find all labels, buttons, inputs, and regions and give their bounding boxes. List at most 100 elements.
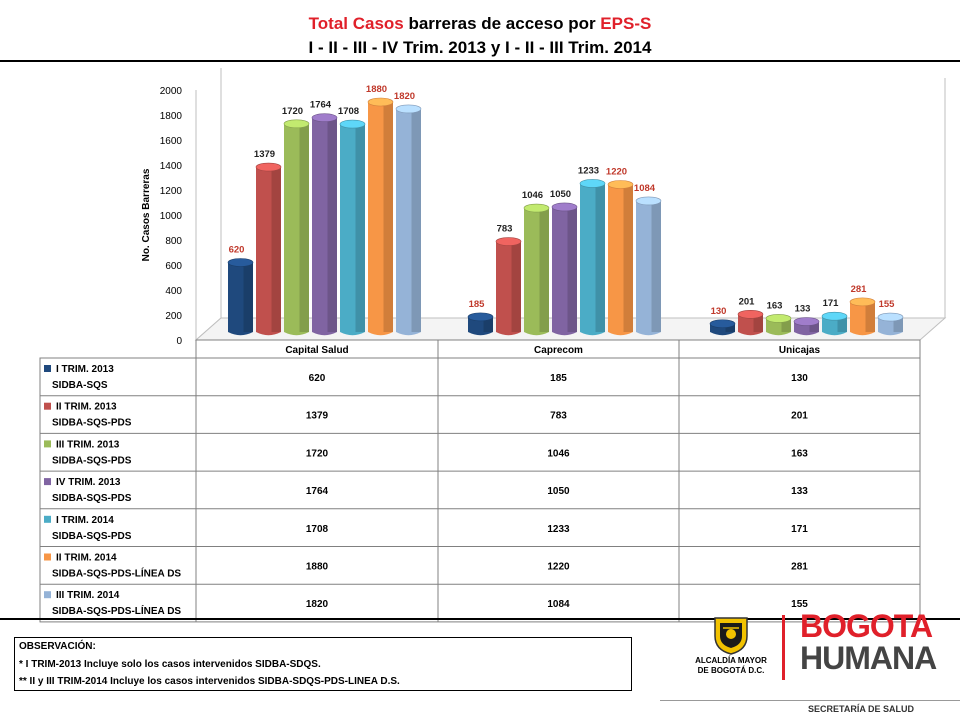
bar-data-label: 1820	[394, 91, 415, 102]
bar-shade	[327, 117, 337, 332]
bar-data-label: 1050	[550, 189, 571, 200]
observation-line-1: * I TRIM-2013 Incluye solo los casos int…	[19, 658, 321, 670]
bar-cap	[311, 113, 338, 122]
bar-shade	[483, 316, 493, 332]
legend-swatch	[44, 478, 51, 486]
bar-cap	[283, 119, 310, 129]
page-subtitle: I - II - III - IV Trim. 2013 y I - II - …	[308, 38, 652, 57]
bar-chart: 0 200 400 600 800 1000 1200 1400 1600 1800 2000 No.…	[39, 68, 947, 623]
legend-swatch	[44, 515, 51, 523]
bar-shade	[355, 124, 365, 332]
table-cell: 1764	[306, 486, 329, 497]
bar-data-label: 1220	[606, 167, 627, 178]
bar-cap	[737, 309, 764, 319]
legend-name: IV TRIM. 2013	[56, 477, 121, 488]
bogota-humana-logo: BOGOTA HUMANA	[800, 610, 940, 674]
bar-cap	[579, 179, 606, 188]
bar-cap	[709, 319, 736, 329]
bar-data-label: 171	[823, 298, 840, 309]
bar-group-1: 185 783 1046 1050 1233 1220 1084	[467, 165, 662, 336]
bar-shade	[809, 321, 819, 332]
bar-shade	[837, 316, 847, 332]
bogota-humana-line-2: HUMANA	[800, 640, 937, 676]
bar-shade	[651, 200, 661, 332]
bar-cap	[793, 317, 820, 326]
bar-shade	[623, 184, 633, 332]
bar-shade	[893, 317, 903, 332]
bogota-humana-line-1: BOGOTA	[800, 608, 933, 644]
bar-shade	[753, 314, 763, 332]
alcaldia-line-2: DE BOGOTÁ D.C.	[697, 666, 765, 675]
legend-subname: SIDBA-SQS-PDS-LÍNEA DS	[52, 567, 181, 580]
legend-name: III TRIM. 2013	[56, 439, 120, 450]
bar-cap	[849, 297, 876, 307]
bar-cap	[339, 119, 366, 129]
legend-subname: SIDBA-SQS-PDS	[52, 455, 132, 466]
table-cell: 133	[791, 486, 808, 497]
y-tick-label: 200	[165, 311, 182, 322]
bar-shade	[299, 123, 309, 332]
y-tick-label: 1200	[160, 186, 183, 197]
legend-subname: SIDBA-SQS	[52, 380, 108, 391]
category-label-0: Capital Salud	[285, 345, 348, 356]
table-cell: 1084	[547, 599, 570, 610]
legend-subname: SIDBA-SQS-PDS	[52, 418, 132, 429]
bar-data-label: 281	[851, 284, 868, 295]
legend-swatch	[44, 440, 51, 448]
y-tick-label: 1000	[160, 211, 183, 222]
legend-name: II TRIM. 2014	[56, 553, 117, 564]
y-tick-label: 0	[176, 336, 182, 347]
table-body	[39, 357, 921, 623]
legend-swatch	[44, 365, 51, 372]
bar-cap	[607, 180, 634, 189]
bar-shade	[595, 183, 605, 332]
bar-shade	[511, 241, 521, 332]
logo-separator	[782, 615, 785, 680]
bottom-divider	[0, 618, 960, 620]
bar-cap	[523, 203, 550, 213]
bar-shade	[411, 108, 421, 333]
legend-name: III TRIM. 2014	[56, 590, 120, 601]
bar-cap	[635, 196, 662, 206]
title-highlight-1: Total Casos	[308, 14, 404, 33]
table-cell: 1050	[547, 486, 570, 497]
table-cell: 1880	[306, 562, 329, 573]
top-divider	[0, 60, 960, 62]
bar-shade	[567, 206, 577, 332]
y-axis-label: No. Casos Barreras	[141, 168, 152, 261]
table-cell: 130	[791, 373, 808, 384]
bar-shade	[781, 318, 791, 332]
bar-shade	[271, 167, 281, 332]
legend-subname: SIDBA-SQS-PDS	[52, 531, 132, 542]
footer-label: SECRETARÍA DE SALUD	[808, 704, 915, 714]
table-cell: 620	[309, 373, 326, 384]
legend-name: I TRIM. 2014	[56, 515, 114, 526]
table-cell: 783	[550, 411, 567, 422]
bar-data-label: 130	[711, 306, 727, 317]
bar-group-2: 130 201 163 133 171 281 155	[709, 284, 904, 336]
y-tick-label: 1800	[160, 111, 183, 122]
legend-swatch	[44, 402, 51, 410]
table-cell: 163	[791, 448, 808, 459]
observation-heading: OBSERVACIÓN:	[19, 641, 96, 652]
category-label-1: Caprecom	[534, 345, 583, 356]
table-cell: 171	[791, 524, 808, 535]
bar-data-label: 1720	[282, 106, 303, 117]
legend-name: I TRIM. 2013	[56, 364, 114, 375]
bar-cap	[395, 104, 422, 114]
bar-shade	[243, 262, 253, 332]
coat-of-arms-icon	[714, 617, 748, 655]
legend-subname: SIDBA-SQS-PDS-LÍNEA DS	[52, 604, 181, 617]
table-cell: 1720	[306, 448, 329, 459]
legend-name: II TRIM. 2013	[56, 402, 117, 413]
bar-data-label: 133	[795, 304, 811, 315]
bar-data-label: 1379	[254, 149, 275, 160]
y-tick-label: 2000	[160, 86, 183, 97]
legend-swatch	[44, 553, 51, 561]
legend-subname: SIDBA-SQS-PDS	[52, 493, 132, 504]
bar-cap	[821, 311, 848, 321]
table-cell: 185	[550, 373, 567, 384]
bar-data-label: 185	[469, 299, 486, 310]
bar-data-label: 783	[497, 224, 513, 235]
y-tick-label: 400	[165, 286, 182, 297]
